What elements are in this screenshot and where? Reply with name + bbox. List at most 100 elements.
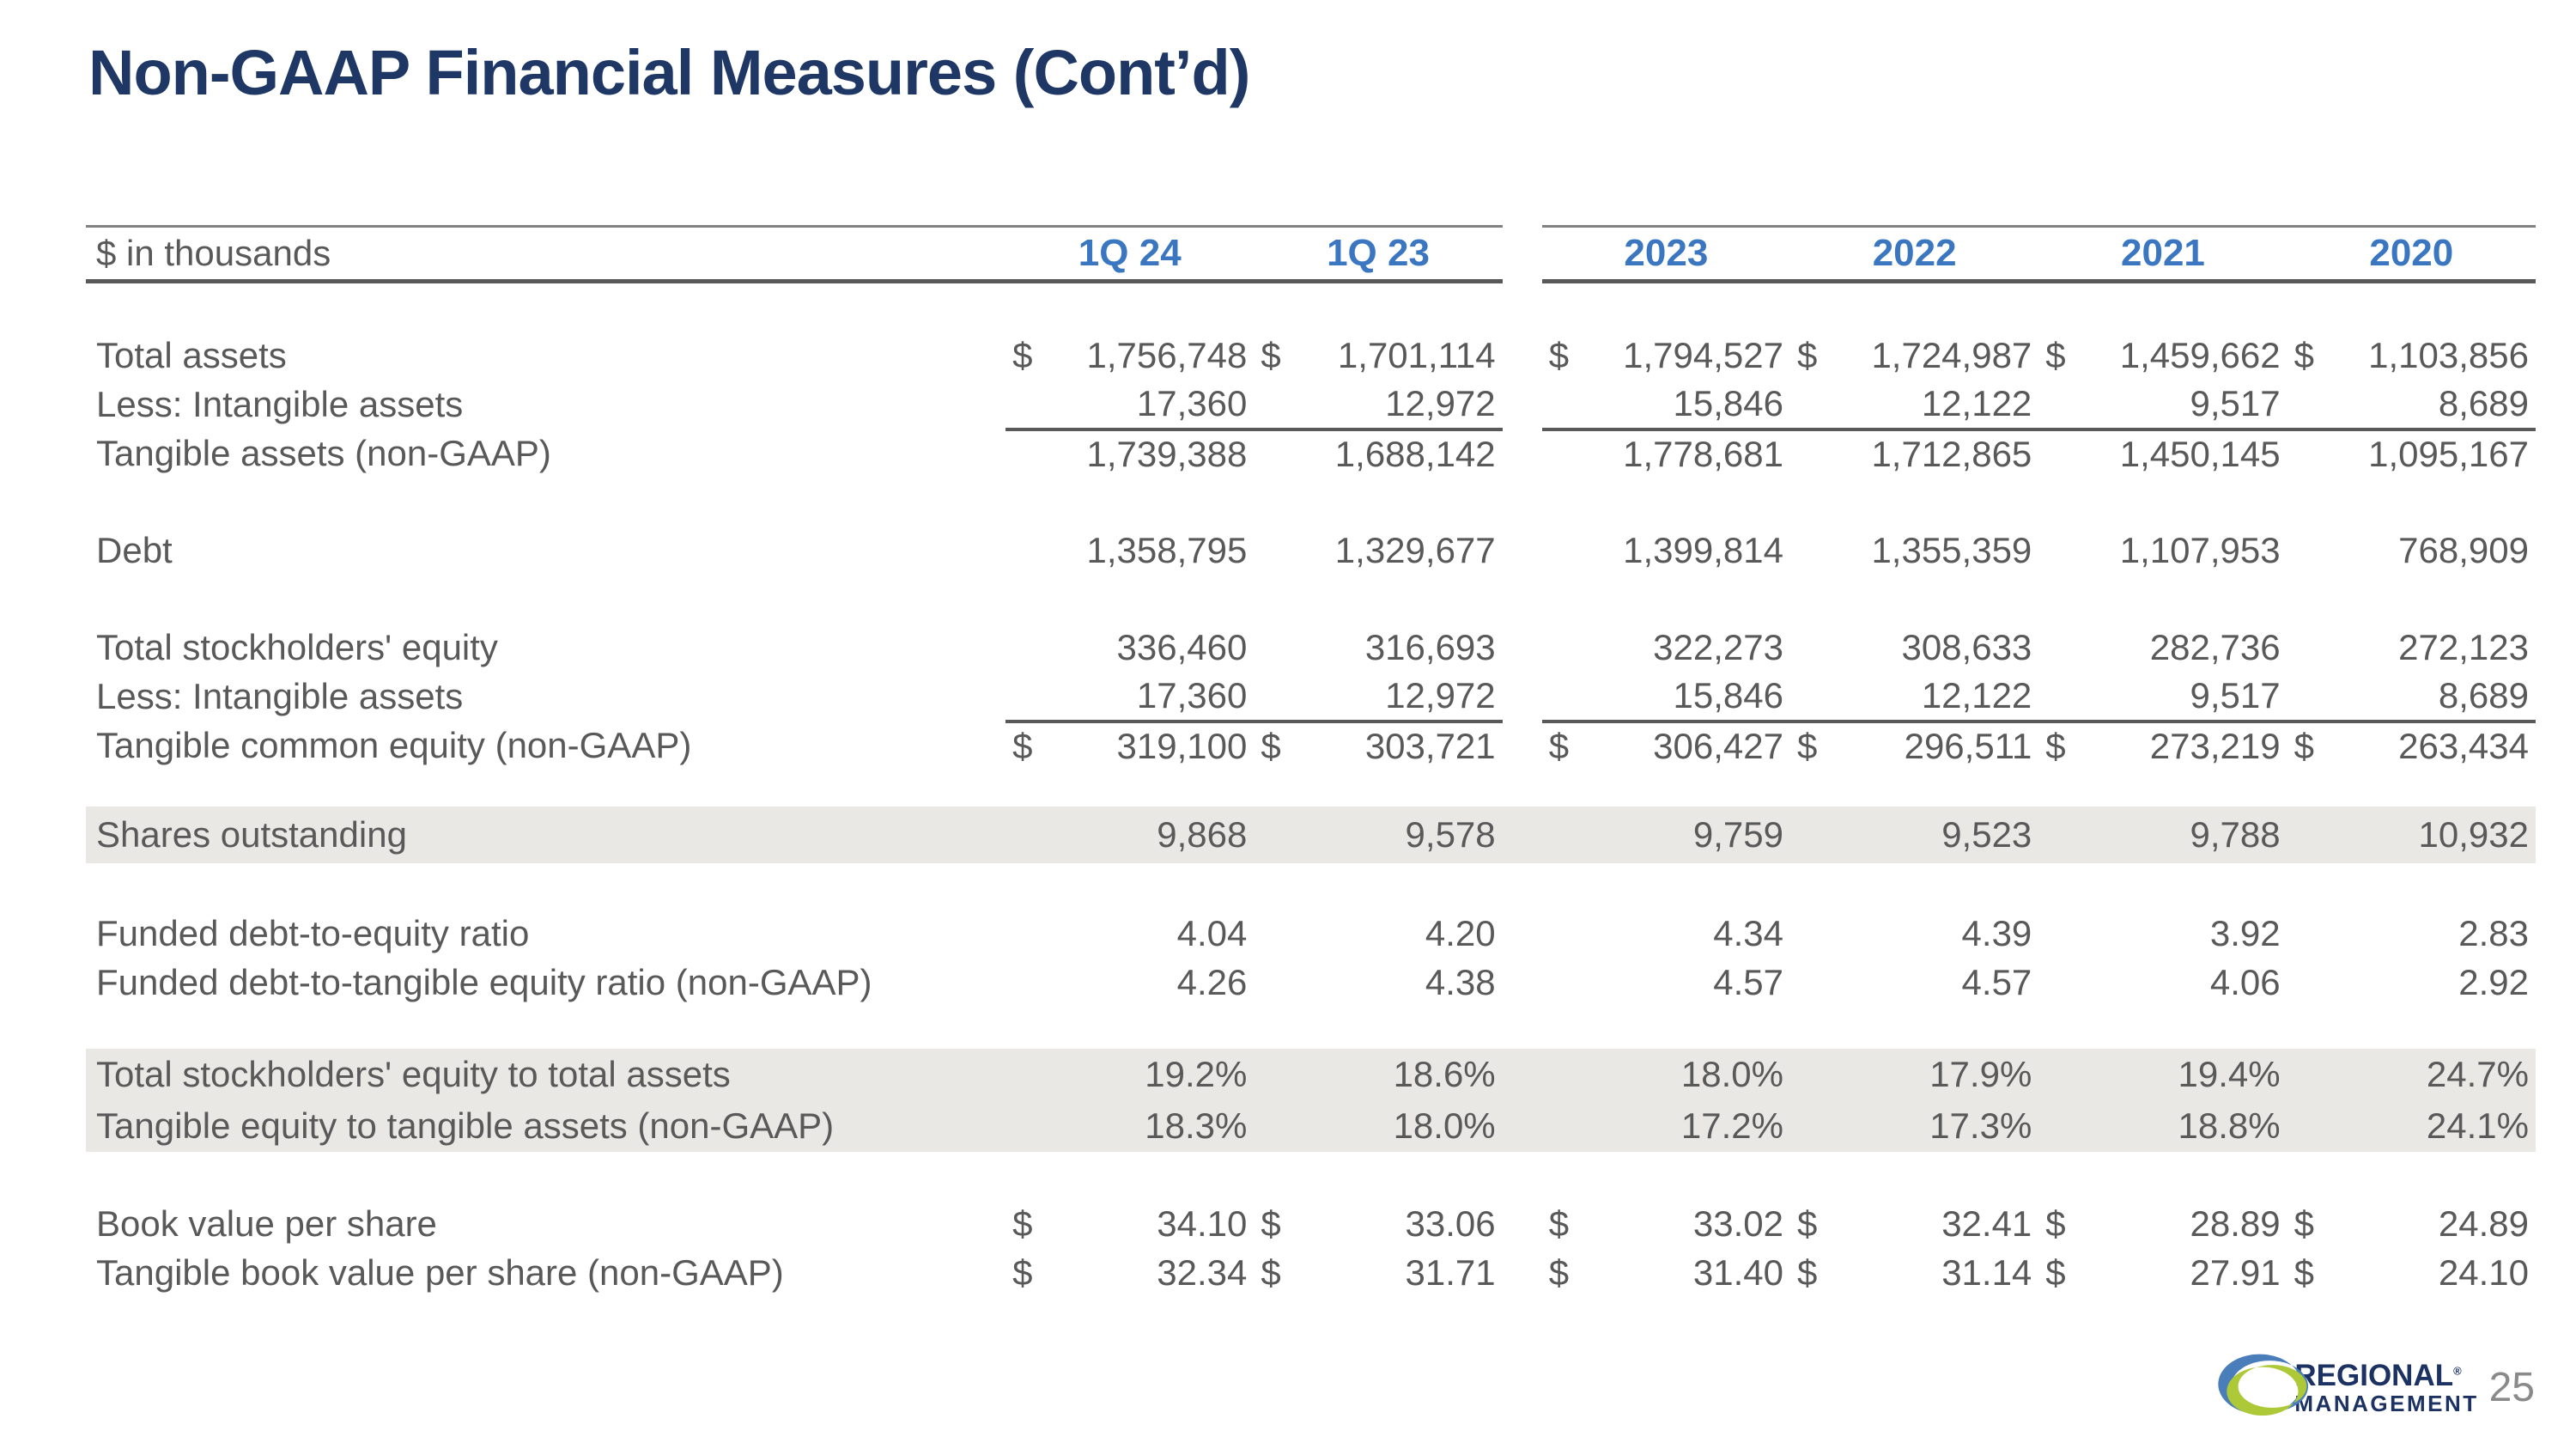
cell-value: 19.4% [2087,1048,2287,1100]
section-gap [1502,1099,1542,1152]
currency-symbol: $ [1797,1203,1818,1244]
cell-value: 2.83 [2458,913,2529,953]
row-label: Tangible book value per share (non-GAAP) [96,1252,784,1293]
currency-symbol [1254,624,1302,673]
logo-text: REGIONAL® MANAGEMENT [2294,1361,2478,1415]
currency-symbol [2038,527,2087,575]
currency-symbol [2287,672,2336,723]
cell-value: 9,523 [1838,806,2039,863]
currency-symbol [2287,624,2336,673]
currency-symbol [2287,1048,2336,1100]
cell-value: 308,633 [1901,627,2032,667]
currency-symbol [2287,1099,2336,1152]
currency-symbol [1005,672,1054,723]
cell-value: 303,721 [1364,726,1496,766]
row-label: Total stockholders' equity [96,627,498,667]
cell-value: 18.8% [2087,1099,2287,1152]
currency-symbol [1542,429,1590,478]
cell-value: 319,100 [1116,726,1248,766]
currency-symbol [1005,959,1054,1008]
cell-value: 9,759 [1589,806,1790,863]
currency-symbol [1541,1099,1590,1152]
cell-value: 273,219 [2149,726,2281,766]
currency-symbol: $ [1548,1203,1570,1244]
column-header-1q24: 1Q 24 [1005,225,1255,283]
row-label: Debt [96,530,173,570]
currency-symbol [2287,380,2336,431]
section-gap [1503,332,1542,381]
cell-value: 12,122 [1838,380,2039,431]
cell-value: 18.3% [1054,1099,1255,1152]
currency-symbol [2038,624,2087,673]
cell-value: 12,972 [1302,380,1503,431]
currency-symbol [1005,429,1054,478]
currency-symbol: $ [2045,726,2066,766]
currency-symbol [1790,672,1839,723]
currency-symbol: $ [2293,1203,2314,1244]
currency-symbol [1542,910,1590,959]
row-label: Book value per share [96,1203,437,1244]
currency-symbol [1005,527,1054,575]
row-label: Tangible common equity (non-GAAP) [96,725,692,765]
cell-value: 4.38 [1425,962,1496,1002]
cell-value: 34.10 [1157,1203,1248,1244]
cell-value: 8,689 [2335,380,2536,431]
currency-symbol [2038,429,2087,478]
column-header-2023: 2023 [1541,225,1790,283]
currency-symbol [1005,806,1054,863]
cell-value: 17,360 [1054,672,1255,723]
cell-value: 4.06 [2209,962,2281,1002]
currency-symbol: $ [1261,1203,1281,1244]
cell-value: 15,846 [1589,672,1790,723]
currency-symbol [2038,959,2087,1008]
currency-symbol: $ [1012,726,1033,766]
logo-line1: REGIONAL® [2294,1358,2462,1392]
currency-symbol [1541,380,1590,431]
cell-value: 24.10 [2438,1252,2529,1293]
spacer-row [86,282,2536,332]
cell-value: 336,460 [1116,627,1248,667]
currency-symbol: $ [1261,726,1281,766]
currency-symbol: $ [2045,1252,2066,1293]
currency-symbol: $ [1548,726,1570,766]
table-row: Tangible common equity (non-GAAP) $319,10… [86,721,2536,770]
currency-symbol [1790,1048,1839,1100]
spacer-row [86,1008,2536,1049]
cell-value: 17,360 [1054,380,1255,431]
currency-symbol [2038,1099,2087,1152]
cell-value: 322,273 [1653,627,1783,667]
currency-symbol [1541,1048,1590,1100]
currency-symbol [2287,959,2336,1008]
cell-value: 8,689 [2335,672,2536,723]
row-label: Total assets [96,335,287,375]
cell-value: 17.3% [1838,1099,2039,1152]
section-gap [1503,1200,1542,1249]
cell-value: 4.57 [1961,962,2032,1002]
cell-value: 1,794,527 [1623,335,1783,375]
currency-symbol: $ [1548,1252,1570,1293]
table-row: Less: Intangible assets 17,360 12,972 15,84… [86,672,2536,723]
cell-value: 17.2% [1589,1099,1790,1152]
cell-value: 10,932 [2335,806,2536,863]
table-row: Tangible book value per share (non-GAAP)… [86,1249,2536,1298]
currency-symbol: $ [2293,335,2314,375]
section-gap [1503,673,1542,721]
cell-value: 31.14 [1941,1252,2032,1293]
cell-value: 1,712,865 [1871,434,2032,474]
currency-symbol [1790,1099,1839,1152]
cell-value: 1,329,677 [1334,530,1496,570]
spacer-row [86,1152,2536,1200]
table-row: Total stockholders' equity to total asse… [86,1048,2536,1100]
currency-symbol: $ [1797,335,1818,375]
cell-value: 9,868 [1054,806,1255,863]
cell-value: 17.9% [1838,1048,2039,1100]
currency-symbol [1254,527,1302,575]
row-label: Shares outstanding [86,806,1006,863]
currency-symbol [1005,910,1054,959]
column-header-2021: 2021 [2038,225,2287,283]
cell-value: 19.2% [1054,1048,1255,1100]
table-row: Total assets $1,756,748 $1,701,114 $1,794,5… [86,332,2536,381]
currency-symbol [1542,959,1590,1008]
currency-symbol: $ [1261,1252,1281,1293]
currency-symbol: $ [2045,1203,2066,1244]
